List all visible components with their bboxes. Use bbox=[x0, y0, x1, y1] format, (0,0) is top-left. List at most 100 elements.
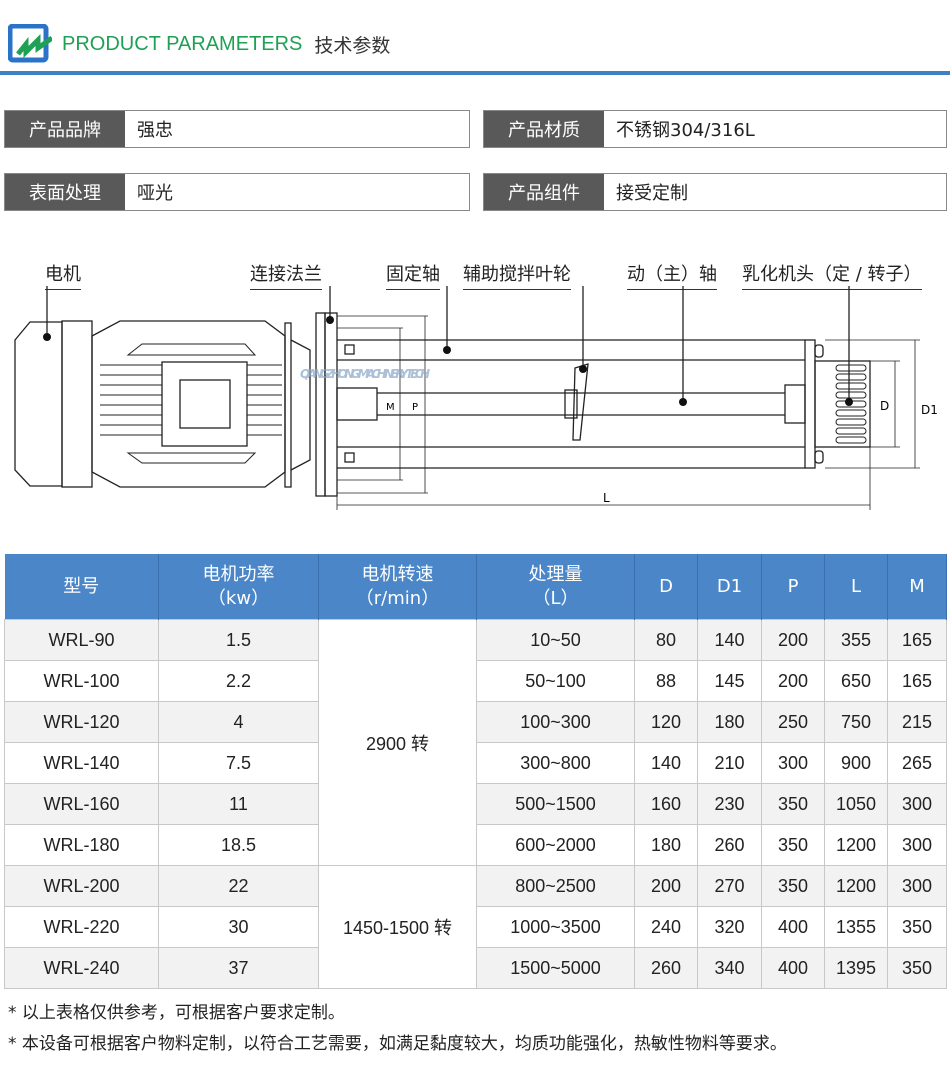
info-value: 不锈钢304/316L bbox=[604, 111, 946, 147]
dim-m: M bbox=[386, 402, 395, 413]
title-cn: 技术参数 bbox=[314, 34, 391, 57]
info-key: 产品组件 bbox=[484, 174, 604, 210]
cell-d: 240 bbox=[634, 906, 698, 948]
cell-d1: 210 bbox=[697, 742, 762, 784]
header-label: L bbox=[850, 575, 862, 597]
title-en: PRODUCT PARAMETERS bbox=[62, 32, 303, 55]
cell-power: 1.5 bbox=[158, 619, 319, 661]
header-label: 电机转速 bbox=[361, 563, 434, 585]
cell-flow: 10~50 bbox=[476, 619, 635, 661]
cell-flow: 800~2500 bbox=[476, 865, 635, 907]
cell-model: WRL-90 bbox=[4, 619, 159, 661]
cell-l: 900 bbox=[824, 742, 888, 784]
cell-d1: 180 bbox=[697, 701, 762, 743]
cell-d: 260 bbox=[634, 947, 698, 989]
column-header: D1 bbox=[697, 554, 762, 620]
cell-d1: 270 bbox=[697, 865, 762, 907]
cell-d1: 340 bbox=[697, 947, 762, 989]
header-label: D bbox=[659, 575, 673, 597]
cell-d: 140 bbox=[634, 742, 698, 784]
cell-power: 18.5 bbox=[158, 824, 319, 866]
cell-m: 300 bbox=[887, 783, 947, 825]
section-header: PRODUCT PARAMETERS 技术参数 bbox=[8, 24, 390, 64]
cell-flow: 1000~3500 bbox=[476, 906, 635, 948]
column-header: 电机功率 （kw） bbox=[158, 554, 319, 620]
cell-m: 165 bbox=[887, 619, 947, 661]
label-flange: 连接法兰 bbox=[250, 260, 322, 290]
cell-d1: 230 bbox=[697, 783, 762, 825]
cell-power: 37 bbox=[158, 947, 319, 989]
header-label: M bbox=[909, 575, 925, 597]
cell-flow: 50~100 bbox=[476, 660, 635, 702]
cell-l: 750 bbox=[824, 701, 888, 743]
label-main-shaft: 动（主）轴 bbox=[627, 260, 717, 290]
cell-flow: 1500~5000 bbox=[476, 947, 635, 989]
cell-d1: 260 bbox=[697, 824, 762, 866]
header-label: D1 bbox=[716, 575, 743, 597]
cell-model: WRL-200 bbox=[4, 865, 159, 907]
cell-m: 265 bbox=[887, 742, 947, 784]
cell-model: WRL-240 bbox=[4, 947, 159, 989]
info-material: 产品材质 不锈钢304/316L bbox=[483, 110, 947, 148]
cell-power: 7.5 bbox=[158, 742, 319, 784]
label-motor: 电机 bbox=[45, 260, 81, 290]
table-row: WRL-160 11 500~1500 160 230 350 1050 300 bbox=[4, 783, 947, 825]
cell-p: 400 bbox=[761, 947, 825, 989]
info-components: 产品组件 接受定制 bbox=[483, 173, 947, 211]
cell-speed: 2900 转 bbox=[318, 619, 477, 866]
cell-m: 350 bbox=[887, 947, 947, 989]
cell-model: WRL-220 bbox=[4, 906, 159, 948]
column-header: M bbox=[887, 554, 947, 620]
info-value: 哑光 bbox=[125, 174, 469, 210]
label-impeller: 辅助搅拌叶轮 bbox=[463, 260, 571, 290]
table-row: WRL-140 7.5 300~800 140 210 300 900 265 bbox=[4, 742, 947, 784]
cell-power: 22 bbox=[158, 865, 319, 907]
cell-d1: 145 bbox=[697, 660, 762, 702]
cell-l: 1200 bbox=[824, 865, 888, 907]
cell-l: 1395 bbox=[824, 947, 888, 989]
table-header-row: 型号 电机功率 （kw） 电机转速 （r/min） 处理量 （L） D D1 P L M bbox=[4, 554, 947, 620]
header-unit: （L） bbox=[532, 587, 579, 609]
cell-d: 80 bbox=[634, 619, 698, 661]
cell-p: 400 bbox=[761, 906, 825, 948]
cell-l: 650 bbox=[824, 660, 888, 702]
cell-flow: 600~2000 bbox=[476, 824, 635, 866]
cell-p: 350 bbox=[761, 824, 825, 866]
cell-d: 120 bbox=[634, 701, 698, 743]
info-brand: 产品品牌 强忠 bbox=[4, 110, 470, 148]
cell-d1: 320 bbox=[697, 906, 762, 948]
header-divider bbox=[0, 71, 950, 75]
cell-power: 2.2 bbox=[158, 660, 319, 702]
cell-model: WRL-140 bbox=[4, 742, 159, 784]
column-header: 处理量 （L） bbox=[476, 554, 635, 620]
header-unit: （r/min） bbox=[355, 587, 440, 609]
cell-d: 180 bbox=[634, 824, 698, 866]
info-value: 强忠 bbox=[125, 111, 469, 147]
dim-d: D bbox=[880, 399, 889, 413]
dim-p: P bbox=[412, 402, 418, 413]
column-header: L bbox=[824, 554, 888, 620]
cell-p: 250 bbox=[761, 701, 825, 743]
cell-model: WRL-160 bbox=[4, 783, 159, 825]
cell-p: 350 bbox=[761, 865, 825, 907]
cell-flow: 500~1500 bbox=[476, 783, 635, 825]
cell-speed: 1450-1500 转 bbox=[318, 865, 477, 989]
column-header: 电机转速 （r/min） bbox=[318, 554, 477, 620]
table-row: WRL-240 37 1500~5000 260 340 400 1395 350 bbox=[4, 947, 947, 989]
cell-l: 1050 bbox=[824, 783, 888, 825]
cell-m: 300 bbox=[887, 865, 947, 907]
parameters-table: 型号 电机功率 （kw） 电机转速 （r/min） 处理量 （L） D D1 P L M WRL-90… bbox=[4, 554, 947, 989]
cell-p: 200 bbox=[761, 619, 825, 661]
cell-p: 350 bbox=[761, 783, 825, 825]
column-header: D bbox=[634, 554, 698, 620]
column-header: P bbox=[761, 554, 825, 620]
cell-m: 300 bbox=[887, 824, 947, 866]
cell-m: 215 bbox=[887, 701, 947, 743]
cell-l: 355 bbox=[824, 619, 888, 661]
table-row: WRL-200 22 1450-1500 转 800~2500 200 270 350 120… bbox=[4, 865, 947, 989]
header-label: 处理量 bbox=[528, 563, 583, 585]
cell-model: WRL-100 bbox=[4, 660, 159, 702]
cell-p: 200 bbox=[761, 660, 825, 702]
cell-p: 300 bbox=[761, 742, 825, 784]
